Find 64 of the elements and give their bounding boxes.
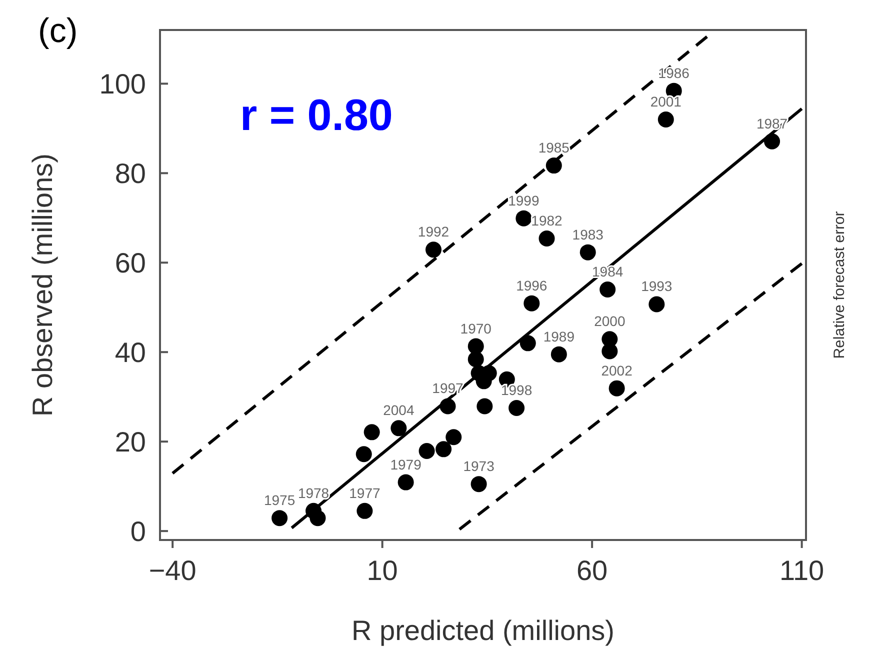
point [310, 510, 326, 526]
point [658, 111, 674, 128]
annotation: 1975 [264, 492, 296, 508]
y-tick-label: 100 [99, 68, 146, 100]
point [418, 442, 435, 459]
annotation: 1978 [298, 484, 330, 501]
annotation: 1983 [572, 226, 604, 242]
annotation: 1986 [658, 64, 690, 81]
annotation: 1973 [463, 458, 495, 474]
annotation: r = 0.80 [240, 91, 393, 140]
x-tick-label: 60 [576, 555, 608, 586]
annotation: 1982 [531, 212, 563, 228]
annotation: 1998 [500, 382, 532, 398]
point [446, 429, 462, 446]
x-tick-label: 10 [366, 555, 398, 586]
annotation: 1996 [516, 277, 548, 294]
point [764, 133, 780, 150]
y-tick-label: 20 [114, 426, 146, 458]
annotation: 2004 [383, 402, 414, 418]
point [440, 398, 456, 414]
annotation: 1992 [418, 224, 450, 240]
annotation: 1999 [508, 192, 540, 208]
point [524, 295, 540, 312]
point [508, 400, 525, 416]
y-tick-label: 0 [130, 516, 146, 548]
annotation: 2001 [650, 93, 682, 110]
point [538, 230, 555, 246]
point [426, 242, 442, 258]
point [602, 343, 618, 360]
point [364, 424, 380, 440]
chart-title: (c) [38, 12, 78, 50]
x-axis-title: R predicted (millions) [352, 615, 614, 646]
y2-axis-title: Relative forecast error [831, 211, 848, 359]
y-axis-title: R observed (millions) [27, 154, 58, 416]
point [550, 346, 567, 362]
point [476, 398, 493, 414]
point [356, 446, 372, 462]
point [398, 474, 414, 490]
annotation: 1989 [543, 328, 575, 344]
point [580, 244, 596, 260]
point [468, 351, 484, 368]
point [272, 510, 288, 526]
x-tick-label: −40 [148, 555, 196, 586]
x-tick-label: 110 [779, 555, 824, 586]
point [546, 158, 562, 174]
point [516, 210, 532, 226]
point [356, 502, 373, 519]
point [390, 420, 407, 436]
point [470, 476, 487, 492]
y-tick-label: 80 [114, 158, 146, 190]
annotation: 1977 [349, 484, 380, 501]
point [648, 296, 665, 312]
annotation: 1970 [460, 320, 492, 336]
point [520, 335, 536, 352]
point [436, 441, 452, 458]
point [608, 380, 625, 396]
y-tick-label: 40 [114, 337, 146, 368]
annotation: 2000 [594, 313, 626, 330]
point [600, 281, 616, 298]
annotation: 1993 [641, 278, 672, 294]
annotation: 1979 [390, 456, 422, 472]
y-tick-label: 60 [114, 248, 146, 279]
annotation: 2002 [601, 362, 633, 378]
annotation: 1985 [538, 140, 570, 156]
